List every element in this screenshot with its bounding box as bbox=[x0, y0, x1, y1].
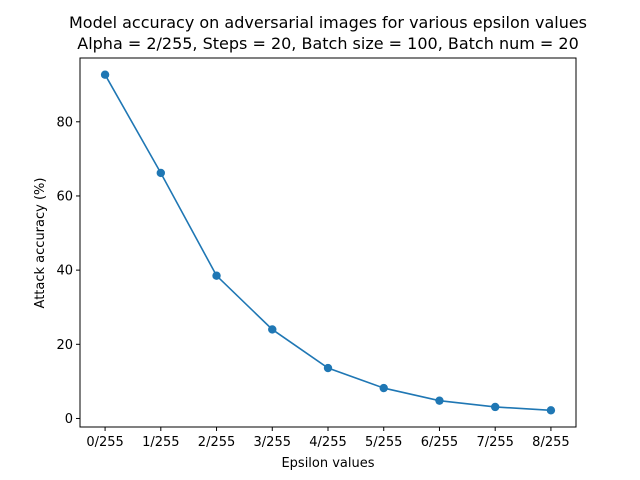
data-point bbox=[323, 363, 333, 373]
x-tick-label: 0/255 bbox=[86, 435, 123, 450]
y-tick-label: 80 bbox=[56, 115, 73, 130]
y-tick-label: 0 bbox=[65, 412, 73, 427]
data-point bbox=[156, 168, 166, 178]
chart-title: Model accuracy on adversarial images for… bbox=[69, 13, 587, 32]
x-tick-label: 3/255 bbox=[254, 435, 291, 450]
y-axis-label: Attack accuracy (%) bbox=[33, 178, 48, 309]
data-point bbox=[546, 406, 556, 415]
data-point bbox=[100, 70, 110, 79]
x-tick-label: 1/255 bbox=[142, 435, 179, 450]
data-point bbox=[379, 383, 388, 393]
data-point bbox=[490, 402, 500, 412]
chart-subtitle: Alpha = 2/255, Steps = 20, Batch size = … bbox=[77, 34, 579, 53]
y-tick-label: 60 bbox=[56, 189, 73, 204]
y-tick-label: 40 bbox=[56, 264, 73, 279]
x-tick-label: 5/255 bbox=[365, 435, 402, 450]
y-tick-label: 20 bbox=[56, 338, 73, 353]
x-axis-label: Epsilon values bbox=[281, 456, 374, 471]
x-tick-label: 4/255 bbox=[309, 435, 346, 450]
data-point bbox=[268, 325, 277, 334]
x-tick-label: 6/255 bbox=[421, 435, 458, 450]
x-tick-label: 8/255 bbox=[532, 435, 569, 450]
x-tick-label: 7/255 bbox=[476, 435, 513, 450]
data-point bbox=[435, 396, 444, 405]
axes-frame bbox=[79, 57, 577, 428]
x-tick-label: 2/255 bbox=[198, 435, 235, 450]
plot-area: 0/255 1/255 2/255 3/255 4/255 5/255 6/255 7/255… bbox=[56, 70, 570, 450]
data-point bbox=[212, 271, 221, 280]
